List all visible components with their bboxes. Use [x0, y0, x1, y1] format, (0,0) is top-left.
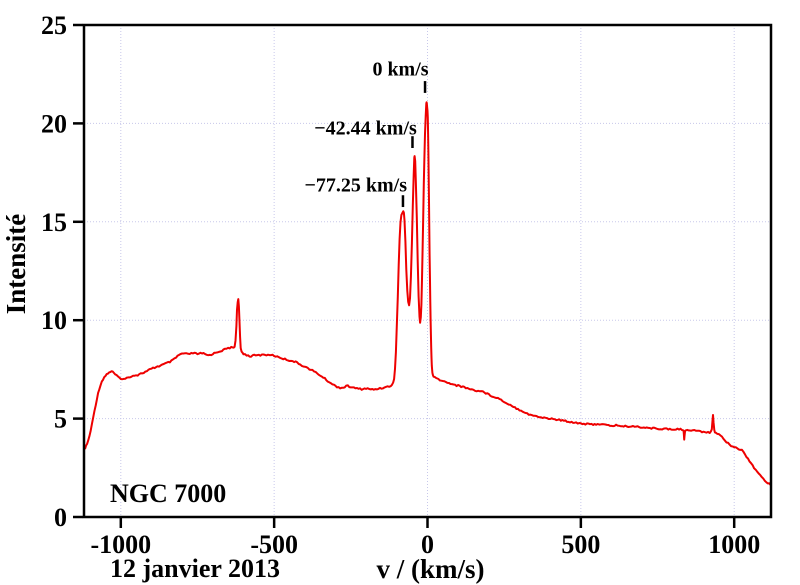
y-tick-label: 15 [41, 208, 67, 237]
x-tick-label: 500 [561, 530, 600, 559]
y-tick-label: 0 [54, 503, 67, 532]
x-tick-label: 0 [421, 530, 434, 559]
y-tick-label: 10 [41, 306, 67, 335]
x-tick-label: -500 [250, 530, 298, 559]
observation-date: 12 janvier 2013 [110, 554, 280, 583]
y-tick-label: 5 [54, 405, 67, 434]
curve-layer [84, 101, 771, 486]
annotation-label: −42.44 km/s [314, 117, 417, 139]
x-tick-label: 1000 [708, 530, 760, 559]
observation-info: NGC 7000 12 janvier 2013 Radiotélescope … [110, 431, 709, 585]
y-tick-label: 25 [41, 11, 67, 40]
annotation-label: 0 km/s [372, 58, 428, 80]
y-tick-label: 20 [41, 109, 67, 138]
x-tick-label: -1000 [90, 530, 151, 559]
y-axis-title: Intensité [1, 214, 31, 315]
object-name: NGC 7000 [110, 479, 227, 508]
x-axis-title: v / (km/s) [377, 554, 485, 584]
spectrum-curve [84, 101, 771, 486]
plot-frame [82, 23, 773, 519]
annotation-label: −77.25 km/s [304, 174, 407, 196]
